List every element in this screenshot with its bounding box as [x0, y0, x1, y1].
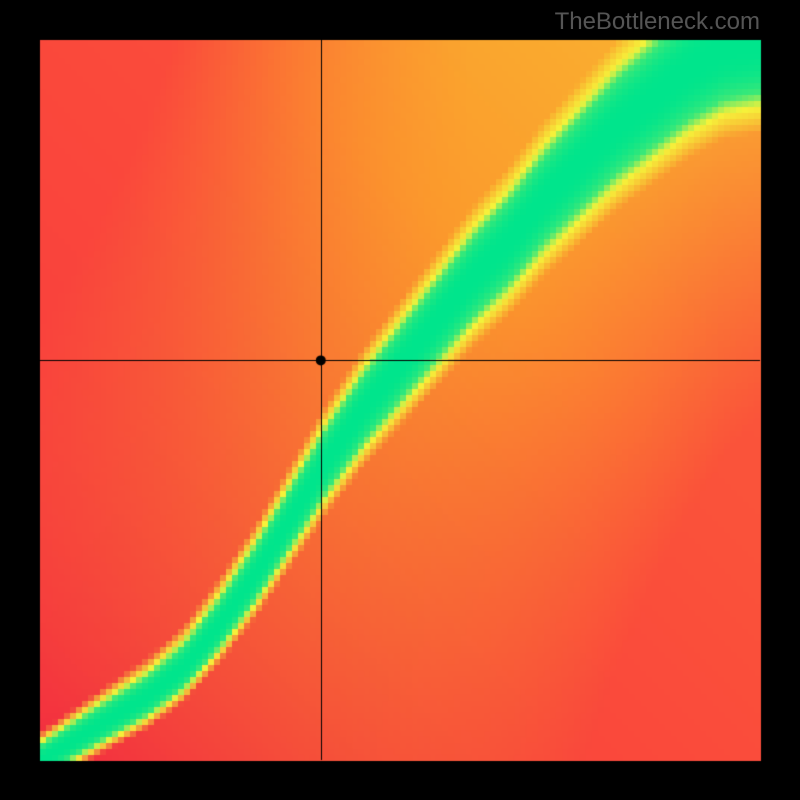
- watermark-text: TheBottleneck.com: [555, 8, 760, 36]
- chart-container: TheBottleneck.com: [0, 0, 800, 800]
- bottleneck-heatmap: [0, 0, 800, 800]
